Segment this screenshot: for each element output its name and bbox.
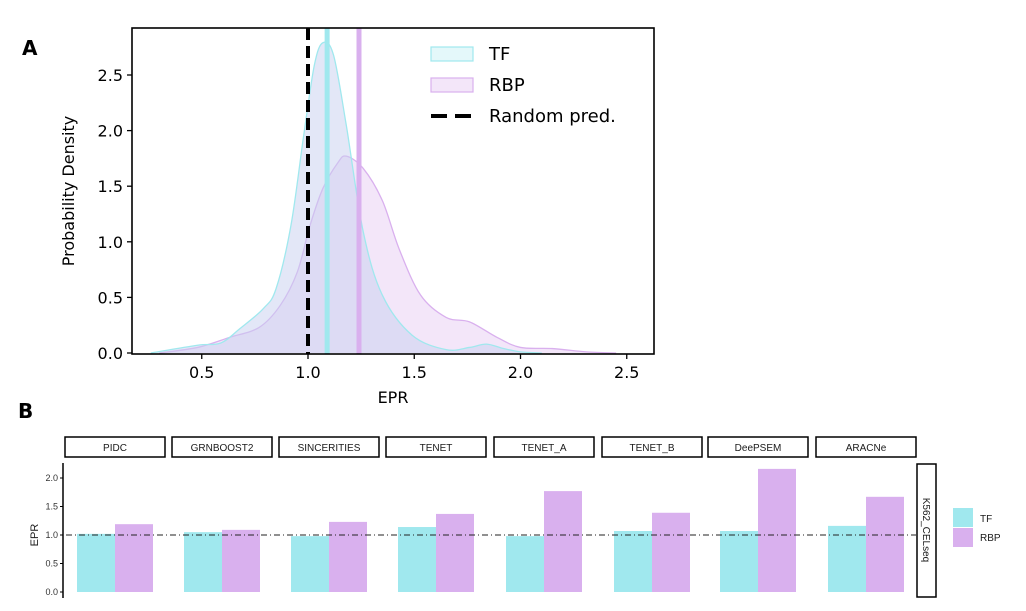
panel-a-label: A: [22, 36, 38, 60]
density-fill-tf: [150, 42, 542, 353]
facet-strip: [385, 436, 487, 458]
x-axis-label: EPR: [378, 388, 409, 407]
facet-strip: [601, 436, 703, 458]
y-axis-label: EPR: [29, 524, 41, 547]
bar-rbp: [329, 521, 367, 592]
plot-frame: [131, 27, 655, 355]
y-axis-label: Probability Density: [59, 116, 78, 267]
x-tick-label: 1.5: [402, 363, 427, 382]
y-tick-label: 0.5: [98, 288, 123, 307]
facet-strip-label: SINCERITIES: [298, 443, 361, 454]
y-tick-label: 2.0: [98, 122, 123, 141]
legend-swatch-rbp: [430, 77, 474, 93]
facet-strip-label: DeePSEM: [735, 443, 782, 454]
y-tick-label: 0.0: [98, 344, 123, 363]
facet-strip: [493, 436, 595, 458]
y-tick-label: 1.0: [45, 530, 58, 540]
density-plot: 0.5 1.0 1.5 2.0 2.5 0.0 0.5 1.0 1.5 2.0 2.5 EPR Prob…: [59, 27, 655, 407]
bar-tf: [720, 531, 758, 592]
panel-b-label: B: [18, 399, 33, 423]
density-curve-tf: [150, 41, 542, 354]
legend-label-random: Random pred.: [489, 106, 616, 127]
bar-tf: [828, 525, 866, 592]
y-tick-label: 2.0: [45, 473, 58, 483]
bar-rbp: [115, 524, 153, 592]
facet-strip-label: PIDC: [103, 443, 127, 454]
bar-rbp: [652, 512, 690, 592]
bar-rbp: [222, 529, 260, 592]
legend-label-rbp: RBP: [980, 533, 1001, 544]
facet-strip-label: ARACNe: [846, 443, 887, 454]
facet-strip: [707, 436, 809, 458]
facet-strip-label: TENET: [420, 443, 453, 454]
bar-facet-plot: PIDC GRNBOOST2 SINCERITIES TENET TENET_A TENE…: [29, 436, 1001, 598]
y-tick-label: 0.0: [45, 587, 58, 597]
facet-strip-label: GRNBOOST2: [191, 443, 254, 454]
y-tick-label: 1.5: [98, 177, 123, 196]
legend-swatch-tf: [953, 508, 973, 527]
x-tick-label: 2.0: [508, 363, 533, 382]
legend: TF RBP Random pred.: [430, 44, 616, 127]
bar-tf: [184, 532, 222, 592]
density-fill-rbp: [159, 155, 617, 353]
bar-rbp: [544, 491, 582, 592]
bar-rbp: [758, 468, 796, 592]
y-tick-label: 2.5: [98, 66, 123, 85]
bar-rbp: [866, 496, 904, 592]
bar-tf: [506, 536, 544, 592]
y-tick-label: 1.5: [45, 502, 58, 512]
facet-strip-label: TENET_B: [629, 443, 674, 454]
bar-tf: [398, 527, 436, 592]
bar-tf: [291, 536, 329, 592]
facet-row-strip: [916, 463, 937, 598]
bar-tf: [77, 533, 115, 592]
legend-swatch-rbp: [953, 528, 973, 547]
facet-strip: [171, 436, 273, 458]
x-tick-label: 1.0: [295, 363, 320, 382]
bar-rbp: [436, 513, 474, 592]
bar-tf: [614, 531, 652, 592]
facet-strip: [64, 436, 166, 458]
y-tick-label: 1.0: [98, 233, 123, 252]
facet-strip: [815, 436, 917, 458]
facet-strip: [278, 436, 380, 458]
x-tick-label: 2.5: [614, 363, 639, 382]
legend-swatch-tf: [430, 46, 474, 62]
facet-strip-label: TENET_A: [521, 443, 566, 454]
legend-label-tf: TF: [488, 44, 510, 65]
x-tick-label: 0.5: [189, 363, 214, 382]
y-tick-label: 0.5: [45, 559, 58, 569]
legend-label-rbp: RBP: [489, 75, 525, 96]
facet-row-label: K562_CELseq: [920, 498, 931, 563]
legend-label-tf: TF: [980, 514, 992, 525]
